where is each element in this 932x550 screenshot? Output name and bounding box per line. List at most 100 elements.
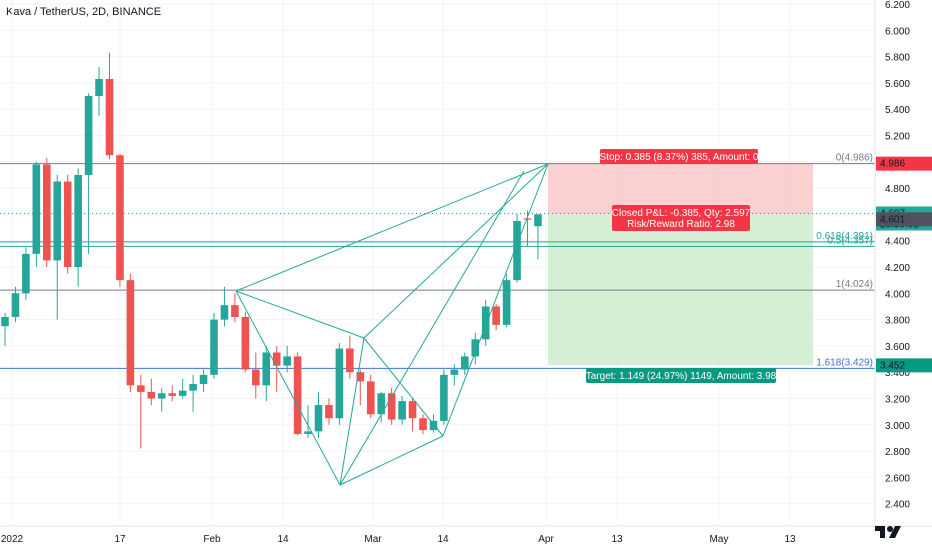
target-price-tag-text: 3.452 [880,360,905,371]
candle-body [481,306,490,340]
candle-body [231,305,239,317]
candle-body [126,280,135,386]
candle-body [22,253,30,294]
candle-body [471,339,480,357]
pattern-leg [339,337,365,486]
candle-body [32,164,41,254]
pattern-leg [235,290,341,486]
candle-body [356,372,365,382]
candle-body [95,78,103,97]
pattern-leg [363,163,549,339]
candle-body [523,218,532,220]
candles [1,52,542,449]
price-axis: 6.2006.0005.8005.6005.4005.2005.0004.800… [874,0,932,522]
x-tick-label: May [710,534,729,545]
position-zones [548,163,813,366]
pnl-label-bg [612,205,750,231]
candle-body [325,405,333,419]
y-tick-label: 5.200 [885,132,910,143]
candle-body [534,214,542,227]
x-tick-label: 13 [784,534,796,545]
pattern-leg [235,163,549,292]
candle-body [220,305,229,320]
y-tick-label: 4.200 [885,263,910,274]
pattern-leg [442,163,549,437]
y-tick-label: 6.000 [885,26,910,37]
candle-body [262,352,271,386]
candle-body [178,390,187,396]
y-tick-label: 3.000 [885,421,910,432]
y-tick-label: 2.800 [885,447,910,458]
candle-body [43,164,51,261]
candle-body [419,418,427,431]
y-tick-label: 4.800 [885,184,910,195]
harmonic-pattern [235,163,549,486]
x-tick-label: 2022 [1,534,24,545]
candle-body [105,78,114,156]
candle-body [11,293,20,317]
candle-body [137,385,145,392]
candle-body [210,319,218,375]
pnl-label-text: Closed P&L: -0.385, Qty: 2.597 [612,208,751,219]
candle-body [304,431,312,435]
y-tick-label: 4.400 [885,237,910,248]
candle-body [314,405,323,432]
candle-body [189,384,197,391]
last-price-tag-bg [876,212,932,227]
x-tick-label: Mar [364,534,382,545]
fib-label: 0.5(4.357) [827,235,873,246]
chart-title: Kava / TetherUS, 2D, BINANCE [6,6,162,18]
candle-body [513,220,521,281]
fib-lines: 0(4.986) 0.618(4.391)0.5(4.357) 1(4.024) 1.… [0,153,875,369]
candle-body [429,420,438,431]
time-axis: 2022 17 Feb 14 Mar 14 Apr 13 May 13 [0,525,932,545]
candle-body [63,181,72,267]
pattern-leg [339,170,525,486]
candle-body [335,348,344,419]
y-tick-label: 2.600 [885,473,910,484]
candle-body [408,401,417,419]
candle-body [147,391,156,399]
target-label-text: Target: 1.149 (24.97%) 1149, Amount: 3.9… [586,371,777,382]
fib-label: 1(4.024) [836,279,873,290]
candle-body [293,356,302,435]
x-tick-label: 13 [611,534,623,545]
y-tick-label: 3.400 [885,368,910,379]
candle-body [116,155,124,281]
fib-label: 1.618(3.429) [816,357,873,368]
pnl-label-text: Risk/Reward Ratio: 2.98 [627,219,735,230]
annotations: Stop: 0.385 (8.37%) 385, Amount: 0 Closed… [586,149,777,383]
pattern-leg [235,290,365,339]
x-tick-label: 14 [437,534,449,545]
stop-label-text: Stop: 0.385 (8.37%) 385, Amount: 0 [600,152,759,163]
candle-body [157,393,166,399]
candle-body [492,306,500,325]
candle-body [377,393,385,415]
candle-body [398,401,406,420]
candle-body [346,348,354,373]
candle-body [1,316,9,327]
candle-body [283,356,291,366]
last-price-tag-text: 4.601 [880,214,905,225]
fib-label: 0(4.986) [836,153,873,164]
stop-price-tag-text: 4.986 [880,159,905,170]
y-tick-label: 5.600 [885,79,910,90]
candle-body [272,352,281,366]
candle-body [84,96,93,175]
y-tick-label: 3.200 [885,395,910,406]
candle-body [461,356,469,370]
y-tick-label: 4.000 [885,289,910,300]
candle-body [450,369,459,375]
candle-body [241,316,250,370]
x-tick-label: 17 [114,534,126,545]
pattern-leg [339,435,444,486]
candle-body [366,381,375,415]
fib-label: 0.618(4.391) [816,231,873,242]
stop-label-bg [600,149,758,164]
stop-price-tag-bg [876,156,932,171]
y-tick-label: 5.400 [885,105,910,116]
candle-body [440,374,448,421]
x-tick-label: Feb [203,534,221,545]
candle-body [502,280,511,325]
